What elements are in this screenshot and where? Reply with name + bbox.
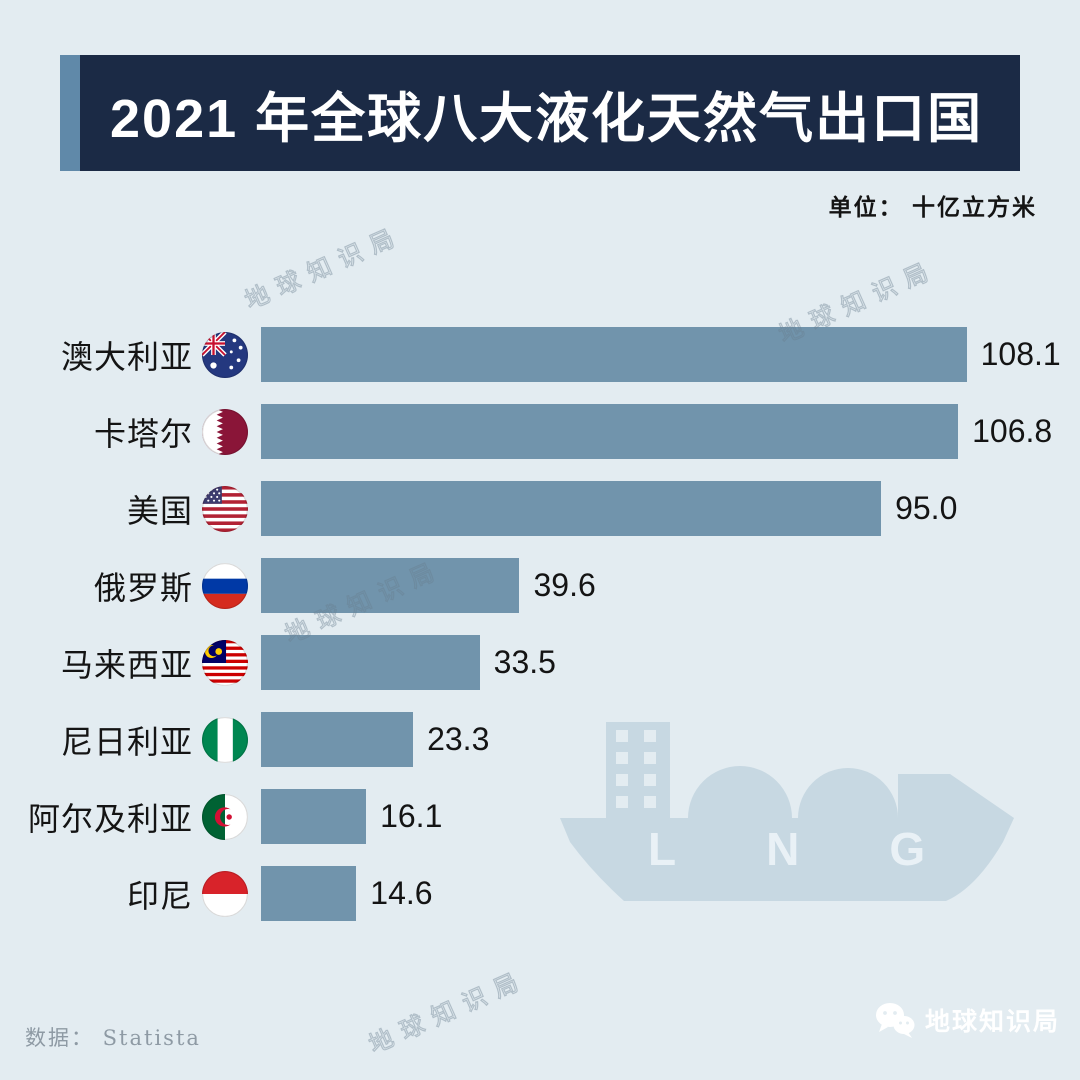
watermark: 地球知识局	[364, 965, 532, 1060]
country-label: 印尼	[126, 877, 193, 914]
flag-russia-icon	[202, 562, 248, 609]
country-label: 澳大利亚	[60, 338, 193, 375]
bar-value: 106.8	[972, 413, 1053, 449]
bar-track: 108.1	[261, 327, 1061, 382]
lng-ship-label: LNG	[648, 823, 1016, 875]
bar-value: 108.1	[980, 336, 1061, 372]
flag-nigeria-icon	[202, 716, 248, 763]
chart-row: 阿尔及利亚 16.1	[25, 789, 1065, 844]
bar-value: 95.0	[895, 490, 958, 526]
data-source: 数据： Statista	[25, 1026, 201, 1050]
chart-row: 马来西亚 33.5	[25, 635, 1065, 690]
bar-value: 16.1	[380, 798, 443, 834]
country-label: 尼日利亚	[60, 723, 193, 760]
country-label: 阿尔及利亚	[27, 800, 193, 837]
unit-label: 单位： 十亿立方米	[828, 194, 1037, 220]
bar-indonesia	[261, 866, 357, 921]
bar-russia	[261, 558, 520, 613]
country-label: 俄罗斯	[93, 569, 193, 606]
bar-track: 39.6	[261, 558, 979, 613]
flag-usa-icon	[202, 485, 248, 532]
chart-row: 尼日利亚 23.3	[25, 712, 1065, 767]
bar-usa	[261, 481, 882, 536]
chart-row: 卡塔尔 106.8	[25, 404, 1065, 459]
country-label: 卡塔尔	[93, 415, 193, 452]
lng-ship-graphic	[548, 700, 1030, 915]
bar-track: 95.0	[261, 481, 979, 536]
flag-algeria-icon	[202, 793, 248, 840]
bar-qatar	[261, 404, 959, 459]
wechat-icon	[875, 1003, 915, 1038]
chart-row: 美国 95.0	[25, 481, 1065, 536]
bar-algeria	[261, 789, 367, 844]
country-label: 马来西亚	[60, 646, 193, 683]
bar-track: 33.5	[261, 635, 979, 690]
bar-track: 106.8	[261, 404, 1052, 459]
brand-watermark: 地球知识局	[875, 1002, 1060, 1038]
country-label: 美国	[126, 492, 193, 529]
bar-value: 39.6	[533, 567, 596, 603]
chart-row: 澳大利亚 108.1	[25, 327, 1065, 382]
flag-australia-icon	[202, 331, 248, 378]
bar-track: 16.1	[261, 789, 979, 844]
title-accent-bar	[60, 55, 80, 171]
chart-row: 印尼 14.6	[25, 866, 1065, 921]
bar-value: 23.3	[427, 721, 490, 757]
bar-nigeria	[261, 712, 414, 767]
bar-malaysia	[261, 635, 480, 690]
bar-australia	[261, 327, 967, 382]
flag-indonesia-icon	[202, 870, 248, 917]
brand-name: 地球知识局	[924, 1008, 1060, 1036]
watermark: 地球知识局	[240, 221, 408, 316]
bar-track: 23.3	[261, 712, 979, 767]
title-banner: 2021 年全球八大液化天然气出口国	[60, 55, 1020, 171]
ship-icon	[560, 722, 1014, 901]
page-title: 2021 年全球八大液化天然气出口国	[110, 88, 984, 149]
chart-row: 俄罗斯 39.6	[25, 558, 1065, 613]
bar-value: 33.5	[493, 644, 556, 680]
bar-track: 14.6	[261, 866, 979, 921]
flag-malaysia-icon	[202, 639, 248, 686]
bar-chart: 澳大利亚 108.1 卡塔尔	[25, 327, 1065, 943]
bar-value: 14.6	[370, 875, 433, 911]
flag-qatar-icon	[202, 408, 248, 455]
